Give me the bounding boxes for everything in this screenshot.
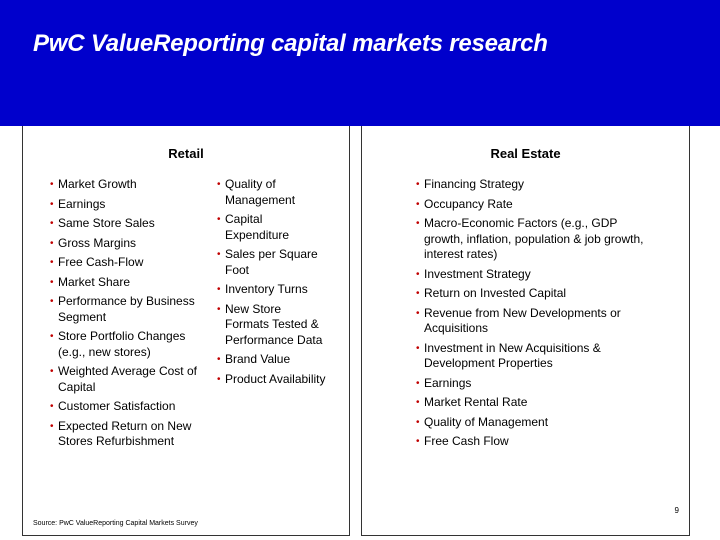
list-item-text: Store Portfolio Changes (e.g., new store… bbox=[58, 329, 186, 359]
list-item: Investment Strategy bbox=[416, 267, 646, 283]
list-item-text: Earnings bbox=[58, 196, 106, 211]
list-item-text: Investment Strategy bbox=[424, 266, 531, 281]
list-item-text: Weighted Average Cost of Capital bbox=[58, 364, 197, 394]
list-item: Capital Expenditure bbox=[217, 212, 327, 243]
retail-heading: Retail bbox=[168, 146, 204, 161]
list-item: Sales per Square Foot bbox=[217, 247, 327, 278]
list-item: Market Rental Rate bbox=[416, 395, 646, 411]
list-item: Return on Invested Capital bbox=[416, 286, 646, 302]
list-item-text: Quality of Management bbox=[424, 414, 549, 429]
list-item: Customer Satisfaction bbox=[50, 399, 200, 415]
list-item: Revenue from New Developments or Acquisi… bbox=[416, 306, 646, 337]
list-item: Brand Value bbox=[217, 352, 327, 368]
list-item-text: Expected Return on New Stores Refurbishm… bbox=[58, 418, 192, 449]
list-item-text: Quality of Management bbox=[225, 177, 296, 207]
list-item: Quality of Management bbox=[217, 177, 327, 208]
list-item-text: Market Share bbox=[58, 274, 131, 289]
list-item: Performance by Business Segment bbox=[50, 294, 200, 325]
retail-list-column-1: Market Growth Earnings Same Store Sales Gro… bbox=[50, 177, 200, 454]
list-item: Weighted Average Cost of Capital bbox=[50, 364, 200, 395]
slide-title: PwC ValueReporting capital markets resea… bbox=[33, 30, 548, 57]
list-item-text: Sales per Square Foot bbox=[225, 247, 318, 277]
list-item-text: Occupancy Rate bbox=[424, 196, 513, 211]
list-item: Expected Return on New Stores Refurbishm… bbox=[50, 419, 200, 450]
list-item: Free Cash-Flow bbox=[50, 255, 200, 271]
real-estate-heading: Real Estate bbox=[490, 146, 561, 161]
list-item: Occupancy Rate bbox=[416, 197, 646, 213]
list-item: Earnings bbox=[416, 376, 646, 392]
list-item: Product Availability bbox=[217, 372, 327, 388]
list-item: Market Share bbox=[50, 275, 200, 291]
list-item: Financing Strategy bbox=[416, 177, 646, 193]
list-item-text: Capital Expenditure bbox=[225, 212, 290, 242]
list-item: Macro-Economic Factors (e.g., GDP growth… bbox=[416, 216, 646, 263]
retail-list-column-2: Quality of Management Capital Expenditure… bbox=[217, 177, 327, 391]
list-item-text: Brand Value bbox=[225, 352, 291, 366]
list-item: Investment in New Acquisitions & Develop… bbox=[416, 341, 646, 372]
list-item: Inventory Turns bbox=[217, 282, 327, 298]
list-item-text: Earnings bbox=[424, 375, 472, 390]
list-item-text: Product Availability bbox=[225, 371, 326, 386]
list-item: Market Growth bbox=[50, 177, 200, 193]
list-item: Earnings bbox=[50, 197, 200, 213]
real-estate-list: Financing Strategy Occupancy Rate Macro-Ec… bbox=[416, 177, 646, 454]
list-item-text: Performance by Business Segment bbox=[58, 294, 195, 324]
list-item-text: New Store Formats Tested & Performance D… bbox=[225, 301, 323, 347]
list-item: Gross Margins bbox=[50, 236, 200, 252]
page-number: 9 bbox=[674, 506, 679, 515]
list-item-text: Customer Satisfaction bbox=[58, 399, 176, 413]
list-item-text: Macro-Economic Factors (e.g., GDP growth… bbox=[424, 216, 644, 261]
list-item-text: Market Growth bbox=[58, 177, 137, 191]
list-item-text: Revenue from New Developments or Acquisi… bbox=[424, 305, 621, 336]
list-item: Store Portfolio Changes (e.g., new store… bbox=[50, 329, 200, 360]
list-item: Free Cash Flow bbox=[416, 434, 646, 450]
retail-panel: Retail Market Growth Earnings Same Store S… bbox=[22, 126, 350, 536]
list-item: New Store Formats Tested & Performance D… bbox=[217, 302, 327, 349]
title-banner: PwC ValueReporting capital markets resea… bbox=[0, 0, 720, 126]
list-item: Quality of Management bbox=[416, 415, 646, 431]
list-item-text: Financing Strategy bbox=[424, 177, 525, 191]
list-item-text: Same Store Sales bbox=[58, 216, 155, 230]
list-item-text: Gross Margins bbox=[58, 235, 137, 250]
real-estate-panel: Real Estate Financing Strategy Occupancy … bbox=[361, 126, 690, 536]
list-item-text: Market Rental Rate bbox=[424, 395, 528, 409]
source-note: Source: PwC ValueReporting Capital Marke… bbox=[33, 520, 198, 527]
list-item: Same Store Sales bbox=[50, 216, 200, 232]
list-item-text: Investment in New Acquisitions & Develop… bbox=[424, 340, 601, 371]
list-item-text: Free Cash-Flow bbox=[58, 255, 144, 269]
list-item-text: Return on Invested Capital bbox=[424, 286, 567, 300]
list-item-text: Inventory Turns bbox=[225, 282, 308, 296]
list-item-text: Free Cash Flow bbox=[424, 434, 509, 448]
